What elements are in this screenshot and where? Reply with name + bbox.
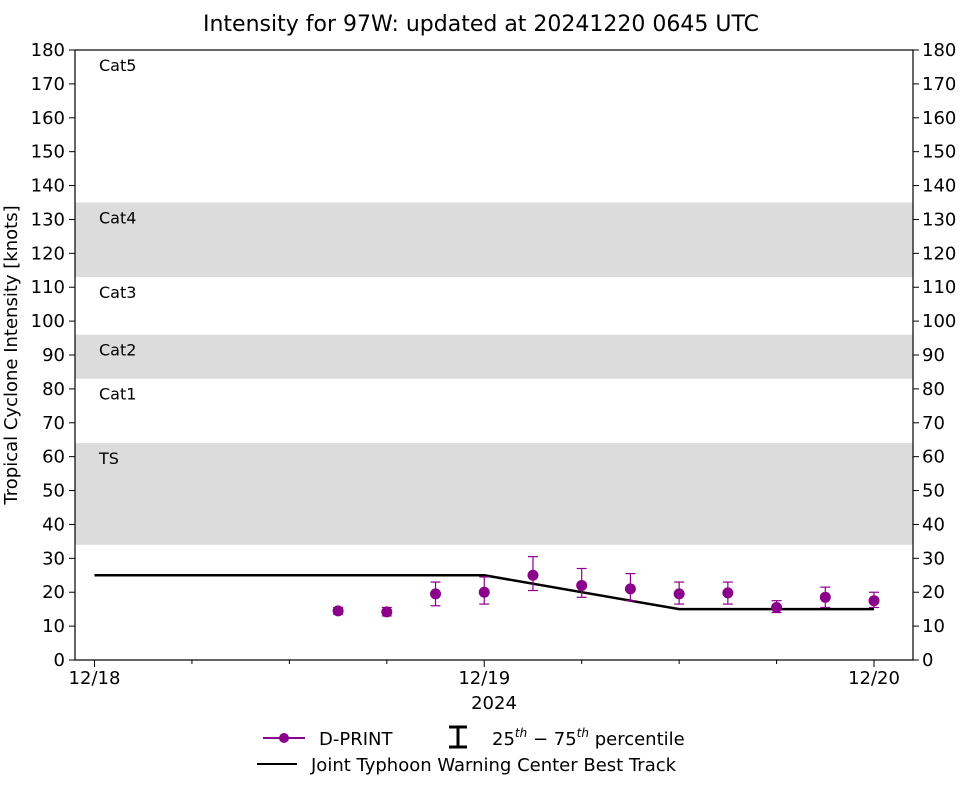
y-tick-label-left: 20 [42, 582, 65, 603]
dprint-marker [430, 588, 442, 600]
dprint-marker [624, 583, 636, 595]
legend-percentile-dash: − [527, 729, 554, 750]
chart-title: Intensity for 97W: updated at 20241220 0… [203, 12, 759, 37]
dprint-marker [576, 579, 588, 591]
dprint-point [430, 581, 442, 607]
dprint-point [332, 605, 344, 617]
dprint-point [624, 572, 636, 602]
category-label-cat4: Cat4 [99, 209, 136, 228]
y-tick-label-right: 140 [922, 176, 956, 197]
y-tick-label-left: 160 [31, 108, 65, 129]
legend-percentile-word: percentile [589, 729, 685, 750]
y-tick-label-left: 180 [31, 40, 65, 61]
y-axis-title: Tropical Cyclone Intensity [knots] [1, 205, 22, 505]
legend-besttrack-label: Joint Typhoon Warning Center Best Track [310, 755, 677, 776]
x-tick-label: 12/19 [458, 668, 510, 689]
y-tick-label-left: 170 [31, 74, 65, 95]
dprint-point [527, 556, 539, 592]
legend-percentile-sup2: th [577, 726, 589, 740]
dprint-point [819, 586, 831, 609]
y-tick-label-left: 30 [42, 548, 65, 569]
dprint-point [722, 581, 734, 605]
legend-percentile-a: 25 [492, 729, 515, 750]
y-tick-label-left: 10 [42, 616, 65, 637]
dprint-marker [722, 587, 734, 599]
y-tick-label-right: 40 [922, 514, 945, 535]
legend-percentile-icon [449, 725, 467, 749]
y-tick-label-left: 40 [42, 514, 65, 535]
y-tick-label-right: 150 [922, 142, 956, 163]
legend-dprint-marker [279, 733, 289, 743]
y-tick-label-left: 60 [42, 447, 65, 468]
y-tick-label-left: 100 [31, 311, 65, 332]
y-tick-label-left: 150 [31, 142, 65, 163]
y-tick-label-left: 50 [42, 481, 65, 502]
category-label-cat3: Cat3 [99, 283, 136, 302]
category-label-cat5: Cat5 [99, 56, 136, 75]
dprint-marker [673, 588, 685, 600]
y-tick-label-right: 70 [922, 413, 945, 434]
x-tick-label: 12/20 [848, 668, 900, 689]
band-cat2 [75, 334, 913, 379]
y-tick-label-left: 0 [54, 650, 65, 671]
y-tick-label-right: 0 [922, 650, 933, 671]
y-tick-label-left: 70 [42, 413, 65, 434]
category-label-cat1: Cat1 [99, 385, 136, 404]
legend-percentile-sup1: th [515, 726, 527, 740]
dprint-marker [819, 591, 831, 603]
legend-percentile-label: 25th − 75th percentile [492, 726, 685, 750]
y-tick-label-right: 60 [922, 447, 945, 468]
dprint-marker [381, 606, 393, 618]
y-tick-label-right: 90 [922, 345, 945, 366]
y-tick-label-right: 20 [922, 582, 945, 603]
y-tick-label-left: 110 [31, 277, 65, 298]
dprint-point [576, 567, 588, 598]
dprint-marker [478, 586, 490, 598]
legend-dprint-label: D-PRINT [319, 729, 393, 750]
y-tick-label-right: 120 [922, 243, 956, 264]
y-tick-label-left: 140 [31, 176, 65, 197]
band-cat4 [75, 202, 913, 278]
y-tick-label-left: 90 [42, 345, 65, 366]
y-tick-label-right: 160 [922, 108, 956, 129]
y-tick-label-right: 50 [922, 481, 945, 502]
y-axis-right: 0 10 20 30 40 50 60 70 80 90 100 110 120 130 140 150 160… [913, 40, 956, 671]
y-tick-label-right: 180 [922, 40, 956, 61]
dprint-point [478, 576, 490, 605]
x-tick-label: 12/18 [69, 668, 121, 689]
y-axis-left: 0 10 20 30 40 50 60 70 80 90 100 110 120 130 140 150 160… [31, 40, 75, 671]
dprint-point [673, 581, 685, 605]
y-tick-label-right: 130 [922, 209, 956, 230]
category-label-cat2: Cat2 [99, 341, 136, 360]
dprint-point [381, 606, 393, 618]
x-axis: 12/18 12/19 12/20 [69, 660, 900, 689]
dprint-series [332, 556, 880, 618]
legend: D-PRINT 25th − 75th percentile Joint Typ… [257, 725, 685, 776]
dprint-marker [332, 605, 344, 617]
y-tick-label-right: 110 [922, 277, 956, 298]
y-tick-label-right: 10 [922, 616, 945, 637]
category-labels: TS Cat1 Cat2 Cat3 Cat4 Cat5 [98, 56, 136, 468]
dprint-marker [868, 595, 880, 607]
x-axis-title: 2024 [471, 693, 517, 714]
y-tick-label-right: 100 [922, 311, 956, 332]
y-tick-label-right: 80 [922, 379, 945, 400]
y-tick-label-left: 120 [31, 243, 65, 264]
category-bands [75, 202, 913, 545]
category-label-ts: TS [98, 449, 119, 468]
dprint-point [868, 591, 880, 609]
dprint-marker [771, 601, 783, 613]
dprint-marker [527, 569, 539, 581]
y-tick-label-left: 130 [31, 209, 65, 230]
dprint-point [771, 600, 783, 614]
y-tick-label-right: 30 [922, 548, 945, 569]
legend-percentile-b: 75 [554, 729, 577, 750]
y-tick-label-left: 80 [42, 379, 65, 400]
y-tick-label-right: 170 [922, 74, 956, 95]
band-ts [75, 443, 913, 545]
